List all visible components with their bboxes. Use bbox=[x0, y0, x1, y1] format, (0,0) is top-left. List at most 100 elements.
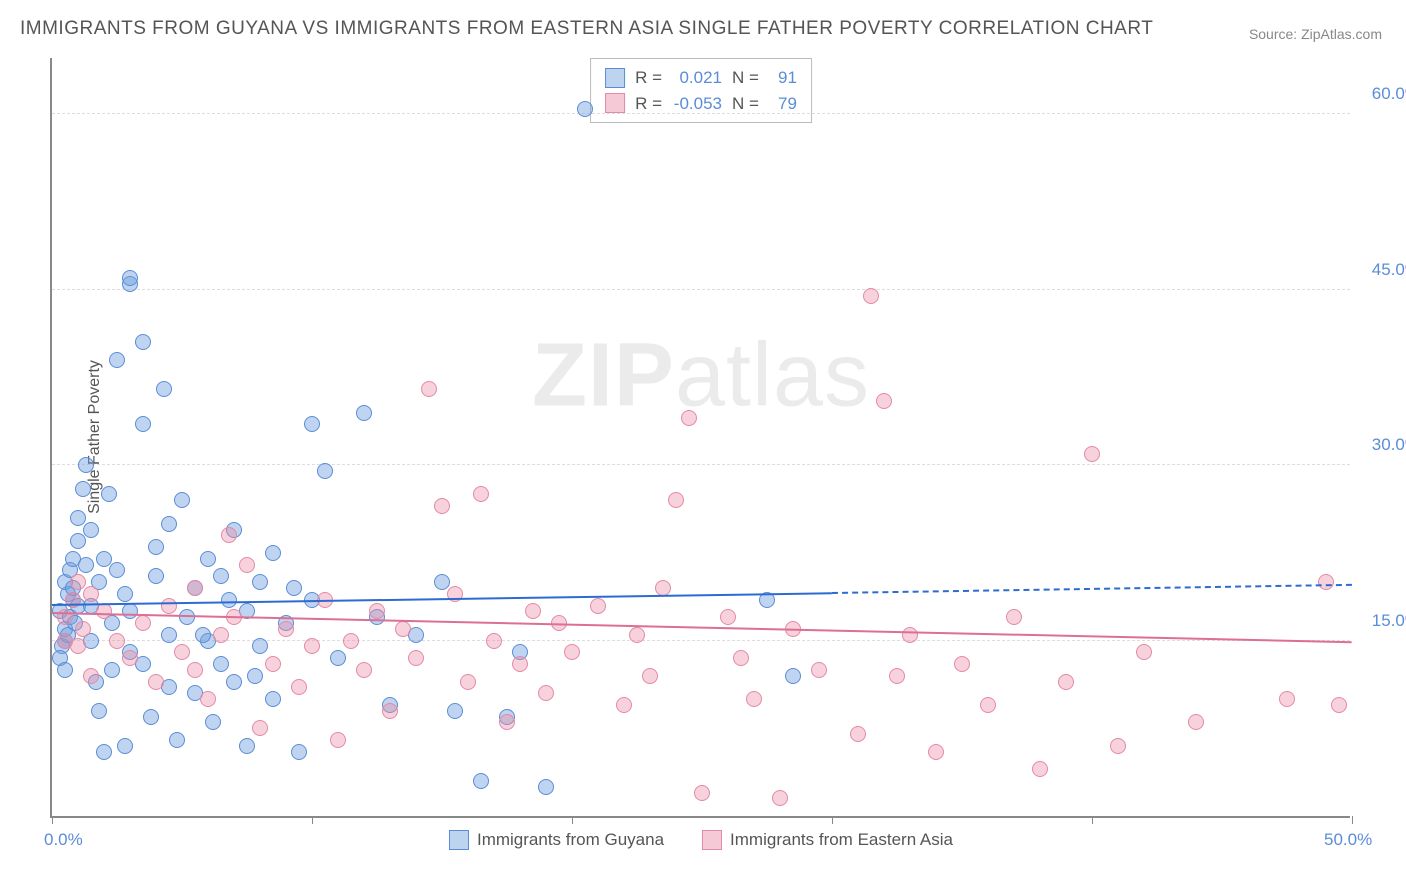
scatter-point bbox=[265, 656, 281, 672]
scatter-point bbox=[434, 498, 450, 514]
r-label: R = bbox=[635, 91, 662, 117]
scatter-point bbox=[265, 691, 281, 707]
legend-label-2: Immigrants from Eastern Asia bbox=[730, 830, 953, 850]
scatter-point bbox=[473, 486, 489, 502]
scatter-point bbox=[57, 662, 73, 678]
scatter-point bbox=[421, 381, 437, 397]
scatter-point bbox=[265, 545, 281, 561]
r-value-2: -0.053 bbox=[672, 91, 722, 117]
scatter-point bbox=[902, 627, 918, 643]
gridline bbox=[52, 289, 1350, 290]
scatter-point bbox=[117, 586, 133, 602]
scatter-point bbox=[408, 650, 424, 666]
n-value-2: 79 bbox=[769, 91, 797, 117]
scatter-point bbox=[75, 621, 91, 637]
scatter-point bbox=[213, 568, 229, 584]
scatter-point bbox=[1110, 738, 1126, 754]
scatter-point bbox=[252, 720, 268, 736]
y-tick-label: 60.0% bbox=[1372, 84, 1406, 104]
scatter-point bbox=[577, 101, 593, 117]
scatter-point bbox=[104, 662, 120, 678]
scatter-point bbox=[213, 627, 229, 643]
y-tick-label: 45.0% bbox=[1372, 260, 1406, 280]
scatter-point bbox=[928, 744, 944, 760]
scatter-point bbox=[330, 732, 346, 748]
scatter-point bbox=[356, 405, 372, 421]
x-tick bbox=[52, 816, 53, 824]
scatter-point bbox=[395, 621, 411, 637]
scatter-point bbox=[486, 633, 502, 649]
scatter-point bbox=[135, 615, 151, 631]
legend-swatch-1-icon bbox=[449, 830, 469, 850]
scatter-point bbox=[863, 288, 879, 304]
scatter-point bbox=[538, 685, 554, 701]
legend-swatch-2-icon bbox=[702, 830, 722, 850]
scatter-point bbox=[174, 492, 190, 508]
scatter-point bbox=[1084, 446, 1100, 462]
scatter-point bbox=[330, 650, 346, 666]
scatter-point bbox=[1136, 644, 1152, 660]
scatter-point bbox=[239, 738, 255, 754]
scatter-point bbox=[70, 574, 86, 590]
series2-swatch-icon bbox=[605, 93, 625, 113]
scatter-point bbox=[187, 662, 203, 678]
series1-swatch-icon bbox=[605, 68, 625, 88]
scatter-point bbox=[109, 562, 125, 578]
scatter-point bbox=[239, 557, 255, 573]
y-tick-label: 30.0% bbox=[1372, 435, 1406, 455]
scatter-point bbox=[473, 773, 489, 789]
scatter-point bbox=[564, 644, 580, 660]
scatter-point bbox=[642, 668, 658, 684]
scatter-point bbox=[746, 691, 762, 707]
scatter-point bbox=[247, 668, 263, 684]
scatter-point bbox=[1318, 574, 1334, 590]
scatter-point bbox=[135, 334, 151, 350]
scatter-point bbox=[179, 609, 195, 625]
scatter-point bbox=[83, 668, 99, 684]
scatter-point bbox=[161, 627, 177, 643]
scatter-point bbox=[1058, 674, 1074, 690]
n-label: N = bbox=[732, 65, 759, 91]
scatter-point bbox=[96, 551, 112, 567]
scatter-point bbox=[122, 650, 138, 666]
scatter-point bbox=[122, 270, 138, 286]
trend-line bbox=[832, 584, 1352, 594]
plot-area: Single Father Poverty ZIPatlas R = 0.021… bbox=[50, 58, 1350, 818]
scatter-point bbox=[117, 738, 133, 754]
legend-label-1: Immigrants from Guyana bbox=[477, 830, 664, 850]
scatter-point bbox=[148, 568, 164, 584]
scatter-point bbox=[1331, 697, 1347, 713]
scatter-point bbox=[655, 580, 671, 596]
scatter-point bbox=[122, 603, 138, 619]
scatter-point bbox=[101, 486, 117, 502]
scatter-point bbox=[772, 790, 788, 806]
watermark: ZIPatlas bbox=[532, 325, 870, 428]
scatter-point bbox=[1188, 714, 1204, 730]
source-label: Source: ZipAtlas.com bbox=[1249, 26, 1382, 42]
scatter-point bbox=[317, 463, 333, 479]
gridline bbox=[52, 640, 1350, 641]
scatter-point bbox=[434, 574, 450, 590]
scatter-point bbox=[356, 662, 372, 678]
trend-line bbox=[52, 612, 1352, 643]
scatter-point bbox=[850, 726, 866, 742]
gridline bbox=[52, 113, 1350, 114]
gridline bbox=[52, 464, 1350, 465]
x-tick bbox=[1092, 816, 1093, 824]
scatter-point bbox=[148, 674, 164, 690]
chart-title: IMMIGRANTS FROM GUYANA VS IMMIGRANTS FRO… bbox=[20, 18, 1153, 40]
scatter-point bbox=[369, 603, 385, 619]
stats-row-2: R = -0.053 N = 79 bbox=[605, 91, 797, 117]
scatter-point bbox=[460, 674, 476, 690]
x-tick bbox=[312, 816, 313, 824]
x-tick bbox=[572, 816, 573, 824]
scatter-point bbox=[96, 744, 112, 760]
scatter-point bbox=[291, 744, 307, 760]
scatter-point bbox=[174, 644, 190, 660]
x-tick-label: 0.0% bbox=[44, 830, 83, 850]
scatter-point bbox=[286, 580, 302, 596]
scatter-point bbox=[304, 638, 320, 654]
legend-item-1: Immigrants from Guyana bbox=[449, 830, 664, 850]
scatter-point bbox=[148, 539, 164, 555]
y-tick-label: 15.0% bbox=[1372, 611, 1406, 631]
